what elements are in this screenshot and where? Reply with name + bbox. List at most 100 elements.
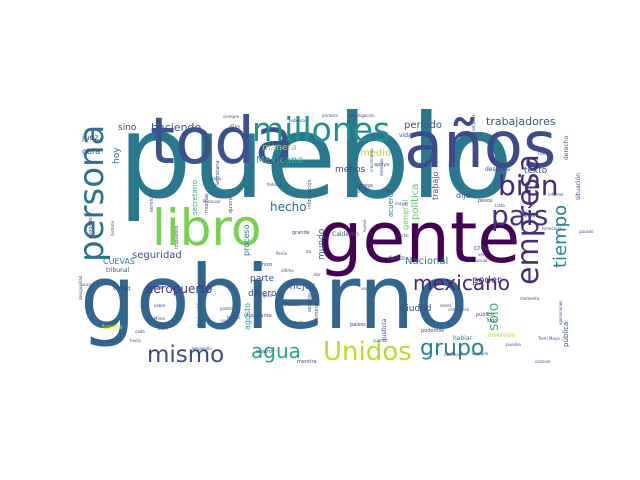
word-47: Aviación [196,298,204,327]
word-30: sino [118,123,137,133]
word-120: bienes [227,315,240,320]
word-34: dinero [248,289,277,299]
word-138: campaña [471,114,476,133]
word-93: vez [361,286,368,291]
word-84: pesos [478,198,493,204]
word-97: trata [495,203,505,208]
word-27: política [409,184,421,220]
word-57: derecho [563,135,570,160]
word-49: pública [562,322,570,347]
word-58: Calderón [332,231,359,238]
word-55: dijo [229,124,240,131]
word-41: proceso [242,224,251,256]
word-42: dije [456,191,471,200]
word-114: primera [322,113,338,118]
word-96: social [476,258,487,263]
word-121: nunca [221,318,234,323]
word-0: pueblo [118,90,513,225]
word-72: presa [359,183,373,189]
word-12: mismo [147,342,224,368]
word-33: parte [250,274,274,284]
word-43: juez [81,133,98,142]
word-2: gente [318,197,520,279]
word-50: acuerdo [387,189,395,217]
word-38: mundo [317,228,327,260]
word-29: poder [472,275,502,286]
word-60: tan [158,325,168,332]
word-98: pasado [579,229,594,234]
word-110: podría [220,306,233,311]
word-127: historia [110,220,115,236]
word-94: nuevo [362,219,367,232]
word-134: mucho [395,233,409,238]
word-7: persona [72,125,112,262]
word-116: pobreza [289,118,306,123]
word-64: después [485,166,510,173]
word-81: sido [487,318,497,324]
word-28: Nacional [405,256,448,267]
word-52: tribunal [106,267,130,274]
word-22: Mexicana [256,155,303,166]
word-76: mentira [297,359,317,365]
word-111: Perón [276,251,288,256]
word-25: mejor [286,281,316,292]
word-118: arriba [358,186,370,191]
word-5: libro [152,199,262,257]
word-21: haciendo [151,121,202,134]
word-132: gran [263,293,273,298]
word-83: podemos [421,328,444,334]
word-130: lugar [383,188,394,193]
word-19: aeropuerto [146,282,212,296]
word-124: ejemplo [472,351,489,356]
word-101: conocer [535,359,551,364]
word-63: inversión [488,332,516,339]
word-85: hizo [262,262,272,268]
word-105: hacia [130,338,141,343]
word-102: cinco [81,282,92,287]
word-82: público [476,311,494,318]
word-100: puedan [506,342,522,347]
word-99: ferrocarril [542,226,562,231]
word-53: familia [102,324,123,331]
word-137: Paracuar [203,199,221,204]
word-15: agua [251,339,301,363]
word-119: cuenta [373,338,387,343]
word-45: trabajo [431,171,440,200]
word-54: vida [399,132,412,139]
word-86: quiero [228,197,234,213]
word-9: país [491,199,548,232]
word-106: desarrollo [192,346,212,351]
word-74: apoyo [374,162,389,168]
word-133: veces [440,303,452,308]
word-123: crecimiento [369,148,374,172]
word-61: hablar [453,335,473,342]
word-24: medio [360,148,391,159]
word-129: detenido [379,158,384,176]
word-109: cada [135,329,145,334]
word-107: pobre [154,303,166,308]
word-35: Ciudad [400,304,431,314]
word-66: importante [244,313,272,319]
word-11: Unidos [323,337,412,367]
word-126: corrupción [448,307,470,312]
word-136: ver [478,252,485,257]
word-108: Miren [154,316,166,321]
word-68: refiere [146,285,162,291]
word-73: grande [292,230,310,236]
word-56: situación [575,173,582,200]
word-79: países [350,321,366,328]
word-40: general [401,200,410,230]
word-69: abogado [88,217,94,239]
word-23: periodo [404,120,442,131]
word-32: menos [335,165,366,175]
word-46: agosto [243,303,252,330]
word-37: hoy [112,147,122,164]
word-135: operaciones [558,301,563,325]
word-91: da [306,249,312,254]
word-39: CUEVAS [103,257,135,266]
word-112: último [281,268,294,273]
word-87: servicio [149,193,155,212]
word-31: manera [262,143,297,153]
word-90: hacen [285,302,300,308]
